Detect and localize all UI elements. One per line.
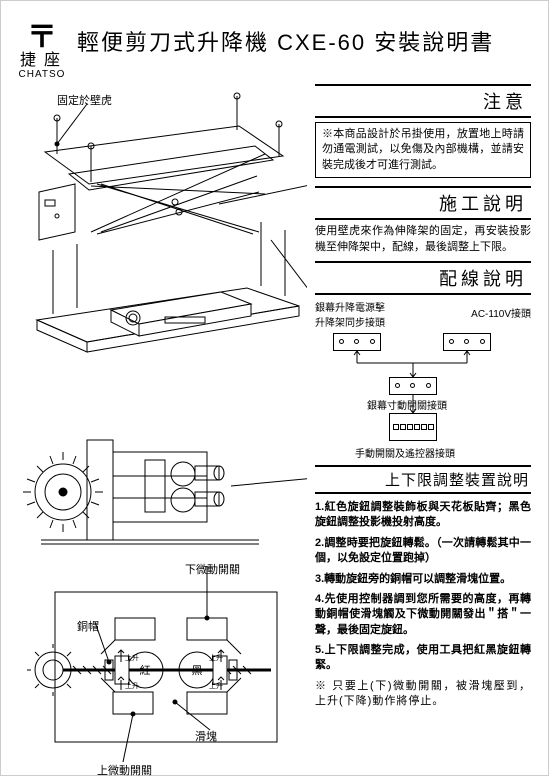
step-5: 5.上下限調整完成，使用工具把紅黑旋鈕轉緊。 <box>315 643 531 674</box>
diagram-motor <box>15 394 307 554</box>
label-up: 上升 <box>209 681 223 690</box>
document-title: 輕便剪刀式升降機 CXE-60 安裝說明書 <box>77 25 494 57</box>
columns: 固定於壁虎 <box>15 84 534 774</box>
label-up: 上升 <box>125 653 139 662</box>
section-header-wiring: 配線說明 <box>315 261 531 295</box>
final-note: ※ 只要上(下)微動開關，被滑塊壓到，上升(下降)動作將停止。 <box>315 679 531 710</box>
diagram-limiter: 紅 黑 上升 上升 上升 上升 <box>15 562 307 782</box>
header: 〒 捷座 CHATSO 輕便剪刀式升降機 CXE-60 安裝說明書 <box>15 23 534 80</box>
label-red: 紅 <box>140 664 151 677</box>
section-header-limiter: 上下限調整裝置說明 <box>315 465 531 494</box>
right-column: 注意 ※本商品設計於吊掛使用，放置地上時請勿通電測試，以免傷及內部機構，並請安裝… <box>315 84 531 774</box>
label-up: 上升 <box>125 681 139 690</box>
step-2: 2.調整時要把旋鈕轉鬆。（一次請轉鬆其中一個，以免設定位置跑掉） <box>315 536 531 567</box>
notice-body: ※本商品設計於吊掛使用，放置地上時請勿通電測試，以免傷及內部機構，並請安裝完成後… <box>315 122 531 178</box>
logo-cn: 捷座 <box>19 53 69 69</box>
logo-glyph: 〒 <box>15 23 69 53</box>
label-up: 上升 <box>209 653 223 662</box>
wiring-lines <box>315 299 531 459</box>
step-4: 4.先使用控制器調到您所需要的高度，再轉動銅帽使滑塊觸及下微動開關發出＂搭＂一聲… <box>315 592 531 638</box>
section-header-notice: 注意 <box>315 84 531 118</box>
step-3: 3.轉動旋鈕旁的銅帽可以調整滑塊位置。 <box>315 572 531 587</box>
install-body: 使用壁虎來作為伸降架的固定，再安裝投影機至伸降架中，配線，最後調整上下限。 <box>315 224 531 255</box>
step-1: 1.紅色旋鈕調整裝飾板與天花板貼齊；黑色旋鈕調整投影機投射高度。 <box>315 500 531 531</box>
wiring-diagram: 銀幕升降電源擊 升降架同步接頭 AC-110V接頭 銀幕寸動開關接頭 <box>315 299 531 459</box>
left-column: 固定於壁虎 <box>15 84 307 774</box>
logo: 〒 捷座 CHATSO <box>15 23 69 80</box>
page: 〒 捷座 CHATSO 輕便剪刀式升降機 CXE-60 安裝說明書 固定於壁虎 <box>0 0 549 776</box>
diagram-scissor-lift <box>15 84 307 384</box>
logo-en: CHATSO <box>15 69 69 80</box>
label-black: 黑 <box>192 664 203 677</box>
section-header-install: 施工說明 <box>315 186 531 220</box>
